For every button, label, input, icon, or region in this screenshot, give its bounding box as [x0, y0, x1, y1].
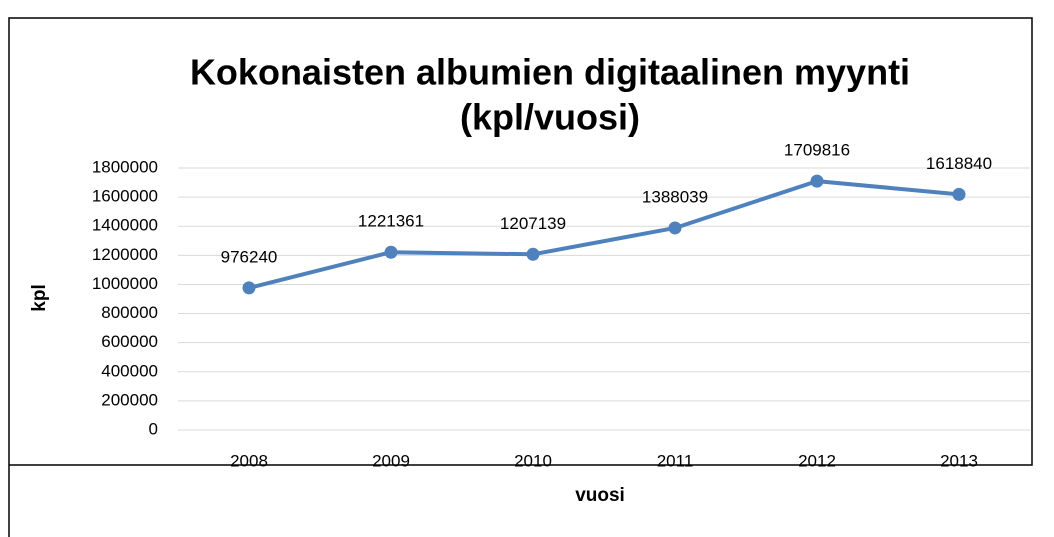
data-label: 1618840 — [926, 154, 992, 173]
data-point — [810, 174, 824, 188]
x-axis-title: vuosi — [575, 485, 625, 506]
y-tick-label: 1200000 — [92, 245, 158, 264]
series-line — [248, 179, 960, 290]
y-axis-title: kpl — [29, 284, 50, 311]
y-tick-label: 1600000 — [92, 187, 158, 206]
y-tick-label: 400000 — [101, 361, 158, 380]
y-tick-label: 200000 — [101, 390, 158, 409]
x-tick-label: 2010 — [514, 451, 552, 470]
data-point — [384, 245, 398, 259]
frame — [8, 17, 1033, 537]
data-point — [242, 281, 256, 295]
chart-title: (kpl/vuosi) — [460, 97, 640, 138]
x-tick-label: 2009 — [372, 451, 410, 470]
data-point — [952, 187, 966, 201]
data-label: 976240 — [221, 247, 278, 266]
x-tick-label: 2013 — [940, 451, 978, 470]
data-label: 1388039 — [642, 187, 708, 206]
data-point — [668, 221, 682, 235]
y-tick-label: 1400000 — [92, 216, 158, 235]
y-tick-label: 0 — [149, 419, 158, 438]
y-tick-label: 800000 — [101, 303, 158, 322]
data-label: 1709816 — [784, 141, 850, 160]
x-tick-label: 2008 — [230, 451, 268, 470]
chart-title: Kokonaisten albumien digitaalinen myynti — [190, 52, 910, 93]
y-tick-label: 1800000 — [92, 157, 158, 176]
data-point — [526, 247, 540, 261]
x-tick-label: 2012 — [798, 451, 836, 470]
data-label: 1221361 — [358, 212, 424, 231]
y-tick-label: 600000 — [101, 332, 158, 351]
y-tick-label: 1000000 — [92, 274, 158, 293]
data-label: 1207139 — [500, 214, 566, 233]
x-tick-label: 2011 — [657, 451, 694, 470]
